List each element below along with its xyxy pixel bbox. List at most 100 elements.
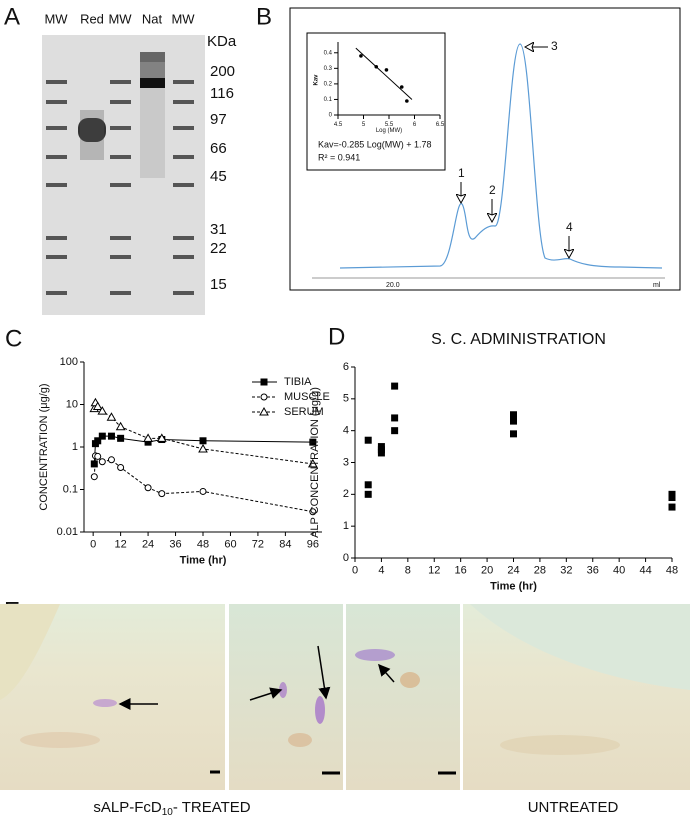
gel-band bbox=[110, 291, 131, 295]
x-tick-label: 6 bbox=[413, 122, 417, 128]
point bbox=[90, 460, 98, 468]
y-tick-label: 0.4 bbox=[324, 50, 333, 56]
point bbox=[391, 382, 399, 390]
gel-band bbox=[46, 155, 67, 159]
y-axis-label: Kav bbox=[314, 74, 320, 86]
x-tick-label: 5 bbox=[362, 122, 366, 128]
x-tick-label: 48 bbox=[666, 565, 678, 577]
point bbox=[156, 433, 167, 442]
point bbox=[668, 494, 676, 502]
x-tick-label: 96 bbox=[307, 539, 319, 551]
x-axis-label: Time (hr) bbox=[180, 555, 227, 567]
series-line bbox=[93, 455, 313, 513]
x-tick-label: 72 bbox=[252, 539, 264, 551]
point bbox=[94, 452, 102, 460]
caption: sALP-FcD10- TREATED bbox=[93, 799, 250, 818]
lane-label: Red bbox=[80, 11, 104, 26]
x-tick-label: 6.5 bbox=[436, 122, 445, 128]
lane-label: MW bbox=[44, 11, 68, 26]
gel-band bbox=[173, 291, 194, 295]
panel-label: B bbox=[256, 3, 272, 30]
caption-part: - TREATED bbox=[173, 799, 251, 816]
gel-band bbox=[173, 183, 194, 187]
marker-label: 31 bbox=[210, 221, 227, 238]
equation: Kav=-0.285 Log(MW) + 1.78 bbox=[318, 139, 432, 149]
y-tick-label: 1 bbox=[72, 441, 78, 453]
y-tick-label: 0 bbox=[343, 552, 349, 564]
marker-label: 45 bbox=[210, 168, 227, 185]
point bbox=[359, 54, 363, 58]
x-tick-label: 60 bbox=[224, 539, 236, 551]
series-line bbox=[93, 401, 313, 465]
x-tick-label: 40 bbox=[613, 565, 625, 577]
point bbox=[117, 434, 125, 442]
histology bbox=[0, 604, 690, 790]
y-tick-label: 10 bbox=[66, 398, 78, 410]
point bbox=[92, 401, 103, 410]
caption-part: sALP-FcD bbox=[93, 799, 162, 816]
caption-subscript: 10 bbox=[162, 807, 174, 818]
point bbox=[143, 433, 153, 442]
point bbox=[405, 99, 409, 103]
point bbox=[307, 458, 318, 468]
point bbox=[399, 85, 404, 89]
gel-band bbox=[173, 155, 194, 159]
point bbox=[510, 430, 517, 438]
point bbox=[98, 432, 106, 440]
panel-label: D bbox=[328, 323, 345, 350]
gel-band bbox=[110, 100, 131, 104]
y-tick-label: 0.3 bbox=[324, 66, 333, 72]
point bbox=[374, 64, 379, 69]
lane-label: MW bbox=[108, 11, 132, 26]
gel-band bbox=[110, 236, 131, 240]
gel-band bbox=[46, 255, 67, 259]
x-axis-label: Log (MW) bbox=[376, 128, 402, 134]
x-label: 20.0 bbox=[386, 282, 400, 289]
marker-label: 22 bbox=[210, 240, 227, 257]
x-tick-label: 36 bbox=[169, 539, 181, 551]
y-tick-label: 4 bbox=[343, 425, 349, 437]
marker-label: 66 bbox=[210, 140, 227, 157]
caption: UNTREATED bbox=[528, 799, 619, 816]
point bbox=[90, 473, 98, 481]
point bbox=[309, 508, 317, 516]
y-axis-label: CONCENTRATION (μg/g) bbox=[38, 383, 50, 510]
point bbox=[364, 490, 372, 498]
point bbox=[199, 487, 207, 495]
point bbox=[377, 449, 385, 457]
point bbox=[510, 417, 517, 425]
marker-label: 97 bbox=[210, 111, 227, 128]
point bbox=[198, 443, 208, 453]
x-tick-label: 44 bbox=[639, 565, 651, 577]
legend-marker bbox=[259, 406, 269, 416]
peak-label: 2 bbox=[489, 183, 496, 197]
r-squared: R² = 0.941 bbox=[318, 152, 360, 162]
chart-title: S. C. ADMINISTRATION bbox=[431, 331, 606, 348]
legend-label: SERUM bbox=[284, 406, 324, 418]
gel-band bbox=[173, 100, 194, 104]
gel-band bbox=[46, 183, 67, 187]
point bbox=[384, 68, 389, 72]
peak-label: 4 bbox=[566, 220, 573, 234]
point bbox=[107, 456, 115, 464]
point bbox=[97, 406, 108, 415]
point bbox=[510, 411, 517, 419]
lane-label: Nat bbox=[142, 11, 163, 26]
x-tick-label: 4 bbox=[378, 565, 384, 577]
x-tick-label: 20 bbox=[481, 565, 493, 577]
legend-label: TIBIA bbox=[284, 376, 312, 388]
marker-label: 200 bbox=[210, 63, 235, 80]
point bbox=[115, 421, 126, 431]
y-tick-label: 3 bbox=[343, 456, 349, 468]
legend-label: MUSCLE bbox=[284, 391, 330, 403]
point bbox=[98, 458, 106, 466]
gel-band bbox=[110, 255, 131, 259]
y-tick-label: 0.1 bbox=[324, 97, 333, 103]
x-tick-label: 48 bbox=[197, 539, 209, 551]
y-tick-label: 100 bbox=[60, 356, 78, 368]
y-tick-label: 0 bbox=[329, 113, 333, 119]
x-tick-label: 4.5 bbox=[334, 122, 343, 128]
x-tick-label: 24 bbox=[142, 539, 154, 551]
point bbox=[144, 484, 152, 492]
